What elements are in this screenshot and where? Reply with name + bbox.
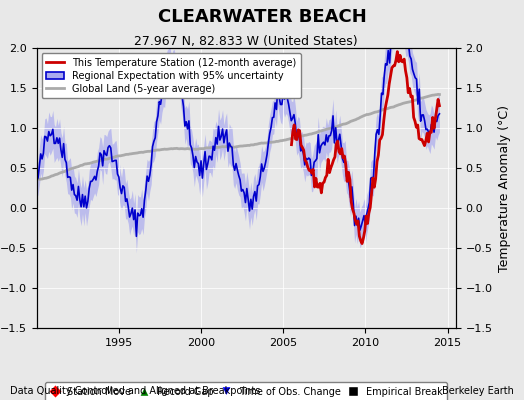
Text: CLEARWATER BEACH: CLEARWATER BEACH: [158, 8, 366, 26]
Title: 27.967 N, 82.833 W (United States): 27.967 N, 82.833 W (United States): [135, 35, 358, 48]
Text: Data Quality Controlled and Aligned at Breakpoints: Data Quality Controlled and Aligned at B…: [10, 386, 261, 396]
Text: Berkeley Earth: Berkeley Earth: [442, 386, 514, 396]
Y-axis label: Temperature Anomaly (°C): Temperature Anomaly (°C): [498, 104, 511, 272]
Legend: Station Move, Record Gap, Time of Obs. Change, Empirical Break: Station Move, Record Gap, Time of Obs. C…: [45, 382, 447, 400]
